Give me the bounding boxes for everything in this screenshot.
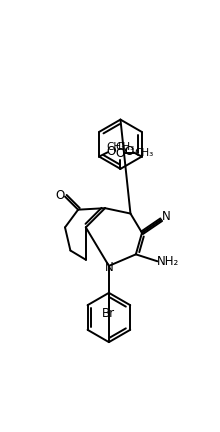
Text: NH₂: NH₂ bbox=[157, 255, 179, 268]
Text: Br: Br bbox=[102, 307, 116, 320]
Text: N: N bbox=[161, 210, 170, 223]
Text: O: O bbox=[107, 145, 116, 158]
Text: CH₃: CH₃ bbox=[134, 149, 153, 159]
Text: O: O bbox=[56, 188, 65, 202]
Text: CH₃: CH₃ bbox=[106, 142, 125, 152]
Text: O: O bbox=[125, 145, 134, 158]
Text: O: O bbox=[116, 147, 125, 160]
Text: N: N bbox=[105, 261, 114, 274]
Text: CH₃: CH₃ bbox=[115, 142, 134, 152]
